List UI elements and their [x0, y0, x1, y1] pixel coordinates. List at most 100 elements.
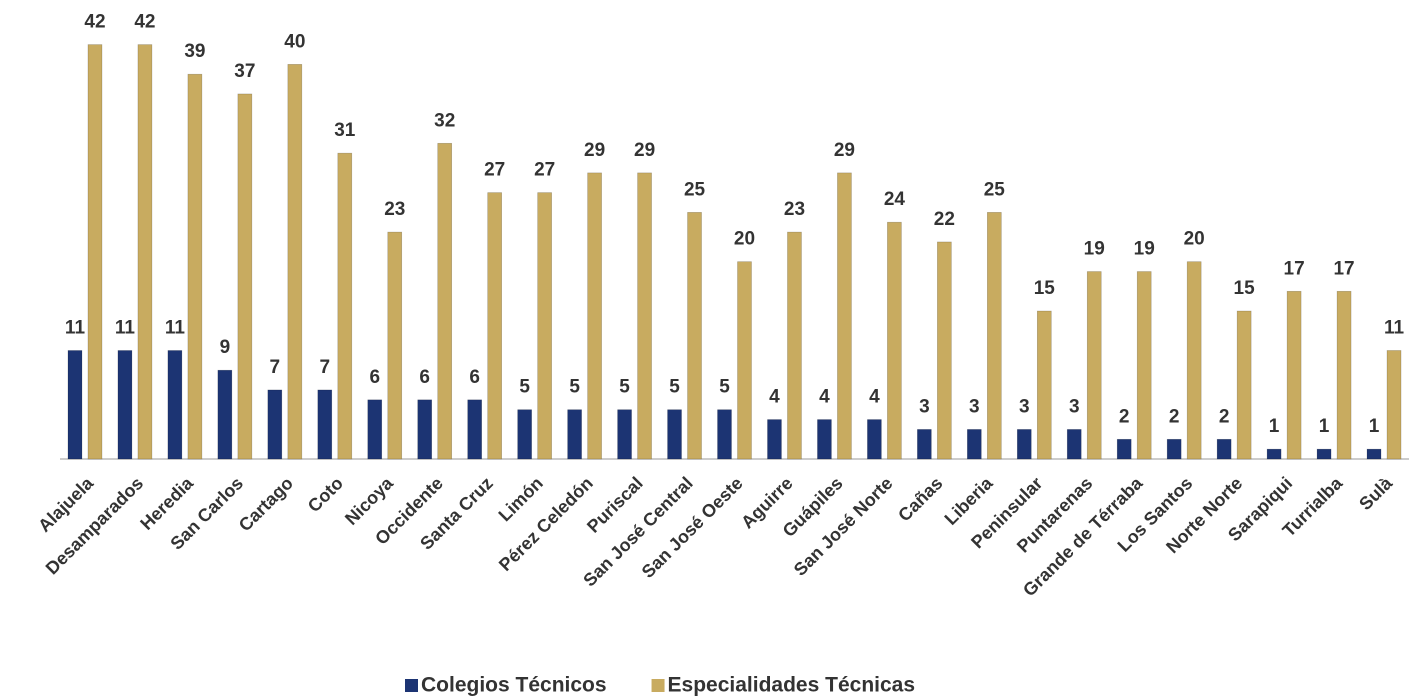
bar: [887, 221, 902, 460]
value-label: 42: [134, 12, 155, 33]
value-label: 2: [1219, 406, 1230, 427]
bar: [1186, 261, 1202, 460]
bar: [187, 73, 203, 460]
value-label: 9: [220, 337, 231, 358]
value-label: 17: [1284, 258, 1305, 279]
value-label: 3: [969, 396, 980, 417]
bar: [87, 44, 103, 460]
value-label: 29: [834, 140, 855, 161]
value-label: 17: [1333, 258, 1354, 279]
bar: [517, 409, 532, 460]
bar: [387, 231, 403, 460]
value-label: 11: [65, 317, 86, 338]
value-label: 3: [919, 396, 930, 417]
bar: [967, 429, 982, 460]
bar: [117, 350, 133, 460]
bar: [467, 399, 482, 460]
value-label: 3: [1069, 396, 1080, 417]
bar: [1036, 310, 1052, 460]
value-label: 29: [634, 140, 655, 161]
bar: [767, 419, 782, 460]
bar: [217, 369, 233, 460]
bar: [287, 64, 303, 460]
bar: [1166, 438, 1182, 460]
legend-label: Especialidades Técnicas: [668, 674, 915, 697]
value-label: 23: [384, 199, 405, 220]
bar: [1386, 350, 1402, 460]
bar: [1216, 438, 1232, 460]
bar: [617, 409, 632, 460]
value-label: 6: [369, 367, 380, 388]
bar: [687, 212, 702, 460]
bar: [367, 399, 383, 460]
legend-swatch: [405, 679, 418, 692]
value-label: 4: [819, 387, 830, 408]
bar: [337, 152, 353, 460]
bar: [1336, 290, 1352, 460]
bar: [787, 231, 802, 460]
bar: [1066, 429, 1082, 460]
bar: [267, 389, 283, 460]
bar: [667, 409, 682, 460]
bar: [637, 172, 652, 460]
value-label: 19: [1084, 239, 1105, 260]
bar: [1236, 310, 1252, 460]
bar: [917, 429, 932, 460]
bar: [1316, 448, 1332, 460]
bar: [937, 241, 952, 460]
value-label: 27: [534, 160, 555, 181]
value-label: 37: [234, 61, 255, 82]
value-label: 3: [1019, 396, 1030, 417]
value-label: 11: [115, 317, 136, 338]
value-label: 23: [784, 199, 805, 220]
value-label: 5: [569, 377, 580, 398]
bar: [537, 192, 552, 460]
bar: [137, 44, 153, 460]
value-label: 42: [84, 12, 105, 33]
value-label: 5: [619, 377, 630, 398]
bar: [1016, 429, 1032, 460]
value-label: 7: [320, 357, 331, 378]
bar: [1136, 271, 1152, 460]
value-label: 1: [1319, 416, 1330, 437]
value-label: 6: [419, 367, 430, 388]
bar: [1366, 448, 1382, 460]
value-label: 40: [284, 31, 305, 52]
value-label: 39: [184, 41, 205, 62]
bar: [1116, 438, 1132, 460]
value-label: 11: [165, 317, 186, 338]
bar: [437, 142, 453, 460]
value-label: 24: [884, 189, 906, 210]
bar: [867, 419, 882, 460]
value-label: 15: [1034, 278, 1056, 299]
bar: [737, 261, 752, 460]
value-label: 29: [584, 140, 605, 161]
value-label: 2: [1119, 406, 1130, 427]
value-label: 4: [869, 387, 880, 408]
x-tick-label: Coto: [304, 473, 347, 516]
value-label: 27: [484, 160, 505, 181]
bar: [487, 192, 502, 460]
value-label: 31: [334, 120, 356, 141]
value-label: 11: [1384, 317, 1405, 338]
value-label: 7: [270, 357, 281, 378]
bar: [567, 409, 582, 460]
bar: [167, 350, 183, 460]
value-label: 4: [769, 387, 780, 408]
bar: [817, 419, 832, 460]
bar: [837, 172, 852, 460]
value-label: 1: [1369, 416, 1380, 437]
bar: [1286, 290, 1302, 460]
bar: [587, 172, 602, 460]
value-label: 19: [1134, 239, 1155, 260]
value-label: 1: [1269, 416, 1280, 437]
x-tick-label: Pérez Celedón: [495, 473, 597, 575]
value-label: 32: [434, 110, 455, 131]
value-label: 5: [669, 377, 680, 398]
value-label: 25: [984, 179, 1006, 200]
bar: [987, 212, 1002, 460]
value-label: 15: [1234, 278, 1256, 299]
value-label: 20: [1184, 229, 1205, 250]
bar: [1266, 448, 1282, 460]
